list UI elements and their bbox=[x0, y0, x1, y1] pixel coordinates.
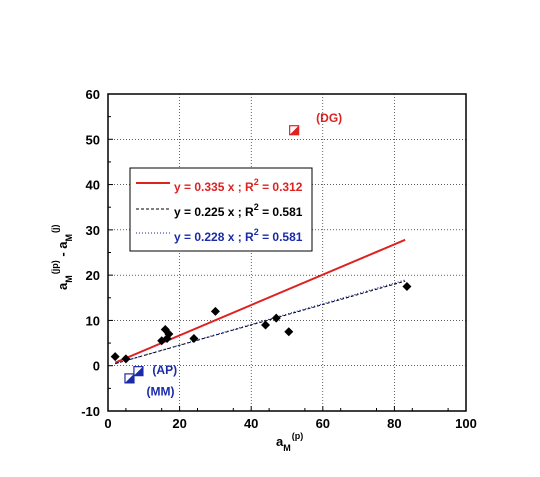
data-point bbox=[121, 354, 131, 364]
legend-label-blue: y = 0.228 x ; R2 = 0.581 bbox=[174, 227, 303, 244]
x-tick-label: 0 bbox=[104, 416, 111, 431]
special-points: (DG) (AP) (MM) bbox=[124, 111, 342, 398]
fit-line-solid bbox=[114, 238, 406, 364]
x-tick-label: 60 bbox=[316, 416, 330, 431]
special-point-fill bbox=[133, 366, 143, 376]
data-point bbox=[402, 281, 412, 291]
x-axis-label: aM(p) bbox=[276, 431, 303, 453]
y-tick-label: 20 bbox=[86, 268, 100, 283]
data-point bbox=[210, 306, 220, 316]
data-point bbox=[284, 327, 294, 337]
special-point-label: (MM) bbox=[146, 384, 174, 398]
x-tick-label: 80 bbox=[387, 416, 401, 431]
legend-label-black: y = 0.225 x ; R2 = 0.581 bbox=[174, 202, 303, 219]
legend: y = 0.335 x ; R2 = 0.312 y = 0.225 x ; R… bbox=[129, 167, 313, 252]
special-point-fill bbox=[124, 373, 134, 383]
data-point bbox=[271, 313, 281, 323]
y-tick-label: -10 bbox=[81, 404, 100, 419]
y-tick-label: 50 bbox=[86, 132, 100, 147]
y-tick-label: 0 bbox=[93, 359, 100, 374]
y-axis-label: aM(jp) - aM(j) bbox=[50, 224, 74, 290]
data-point bbox=[110, 352, 120, 362]
special-point-label: (DG) bbox=[316, 111, 342, 125]
x-tick-label: 20 bbox=[172, 416, 186, 431]
y-tick-label: 10 bbox=[86, 313, 100, 328]
y-tick-label: 30 bbox=[86, 223, 100, 238]
data-point bbox=[164, 329, 174, 339]
legend-label-red: y = 0.335 x ; R2 = 0.312 bbox=[174, 177, 303, 194]
x-tick-label: 100 bbox=[455, 416, 477, 431]
fit-line-dotted bbox=[114, 279, 406, 365]
special-point-label: (AP) bbox=[152, 363, 177, 377]
legend-box bbox=[129, 167, 313, 252]
data-point bbox=[261, 320, 271, 330]
grid-lines bbox=[108, 94, 466, 411]
special-point-fill bbox=[289, 125, 299, 135]
data-point bbox=[189, 334, 199, 344]
axis-ticks: 0 20 40 60 80 100 -10 0 10 20 30 40 50 60 bbox=[81, 87, 477, 431]
y-tick-label: 40 bbox=[86, 178, 100, 193]
y-tick-label: 60 bbox=[86, 87, 100, 102]
data-points bbox=[110, 281, 412, 364]
x-tick-label: 40 bbox=[244, 416, 258, 431]
fit-lines bbox=[114, 238, 406, 365]
